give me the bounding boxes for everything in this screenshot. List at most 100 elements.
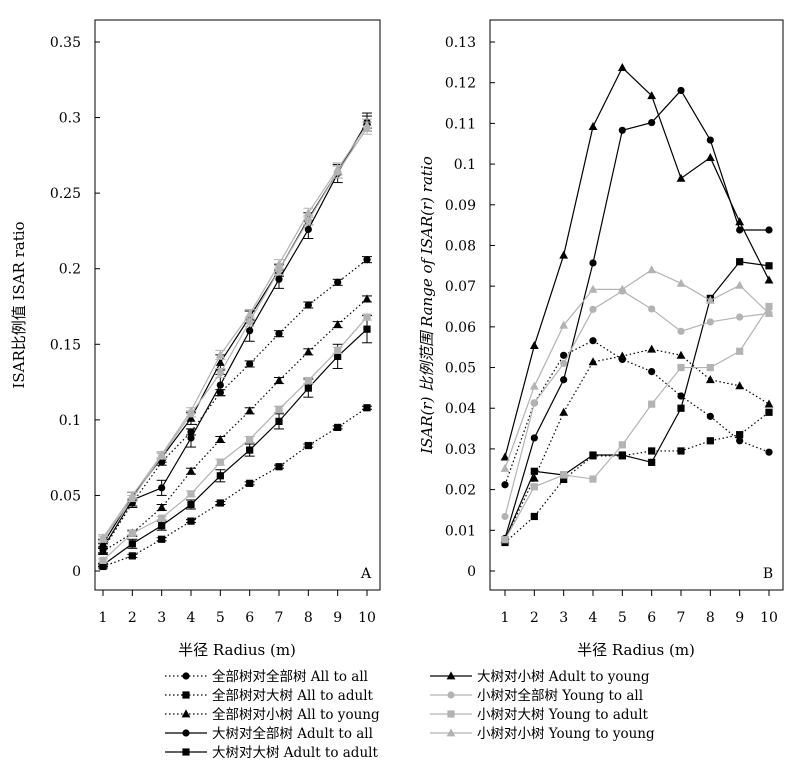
panel-a-series-line	[102, 127, 368, 540]
panel-b-series-line	[504, 339, 770, 485]
panel-b-data-point	[736, 258, 744, 266]
legend-label: 小树对小树 Young to young	[477, 726, 655, 742]
panel-a-data-point	[362, 294, 372, 303]
panel-a-data-point	[333, 320, 343, 329]
panel-a-y-axis: 0 0.05 0.1 0.15 0.2 0.25 0.3 0.35	[50, 35, 100, 580]
panel-b-series-2	[501, 408, 773, 547]
panel-b-data-point	[589, 305, 597, 313]
panel-b-x-tick-label: 4	[589, 610, 598, 626]
panel-a-data-point	[303, 347, 313, 356]
panel-b-series-8	[501, 302, 773, 544]
legend-entry: 全部树对小树 All to young	[165, 706, 380, 723]
panel-b-data-point	[560, 471, 568, 479]
panel-b-data-point	[736, 431, 744, 439]
panel-a-data-point	[128, 540, 136, 548]
panel-b-data-point	[648, 458, 656, 466]
panel-a-x-tick-label: 5	[216, 610, 225, 626]
legend-entry: 全部树对大树 All to adult	[165, 687, 374, 704]
panel-a-y-tick-label: 0.2	[59, 262, 81, 278]
panel-a-y-axis-title: ISAR比例值 ISAR ratio	[10, 221, 28, 388]
panel-b-data-point	[618, 126, 626, 134]
panel-a-y-tick-label: 0.1	[59, 413, 81, 429]
panel-a-x-axis: 1 2 3 4 5 6 7 8 9 10	[99, 590, 376, 626]
panel-a-data-point	[275, 330, 283, 338]
panel-a-data-point	[186, 413, 196, 422]
panel-a-data-point	[304, 441, 312, 450]
panel-a-data-point	[216, 369, 224, 377]
panel-a-data-point	[99, 556, 107, 565]
panel-b-data-point	[529, 473, 539, 482]
panel-a-data-point	[304, 225, 312, 234]
panel-b-series-4	[501, 86, 773, 543]
panel-b-x-tick-label: 9	[735, 610, 744, 626]
panel-b-data-point	[648, 118, 656, 127]
legend-label: 大树对大树 Adult to adult	[212, 745, 378, 761]
panel-a-series-5	[98, 315, 372, 569]
panel-b-frame	[489, 19, 784, 591]
panel-a-data-point	[245, 406, 255, 415]
panel-a-data-point	[303, 208, 313, 217]
panel-a-data-point	[275, 275, 283, 283]
panel-a-data-point	[216, 499, 224, 507]
panel-b-series-line	[504, 411, 770, 543]
panel-b-series-3	[500, 344, 774, 544]
panel-a-data-point	[215, 350, 225, 359]
panel-b-data-point	[501, 512, 509, 521]
panel-a-series-line	[102, 259, 368, 551]
panel-b-y-tick-label: 0.11	[445, 116, 476, 132]
legend-label: 全部树对全部树 All to all	[212, 668, 368, 685]
panel-a-data-point	[187, 517, 195, 525]
panel-a-series-line	[102, 298, 368, 552]
panel-b-series-line	[504, 290, 770, 517]
legend-entry: 小树对全部树 Young to all	[430, 687, 643, 704]
panel-b-x-tick-label: 2	[530, 610, 539, 626]
panel-b-series-line	[504, 89, 769, 539]
panel-a-data-point	[304, 301, 312, 309]
panel-b-label: B	[763, 566, 773, 582]
panel-a-data-point	[157, 450, 167, 459]
panel-b-data-point	[677, 447, 685, 455]
panel-b-x-tick-label: 10	[760, 610, 778, 626]
panel-a-series-6	[98, 115, 372, 549]
panel-a-data-point	[274, 259, 284, 268]
panel-a-series-line	[102, 124, 368, 539]
legend-entry: 小树对大树 Young to adult	[430, 707, 649, 723]
panel-b-data-point	[706, 363, 714, 372]
panel-b-data-point	[617, 284, 627, 293]
panel-b-data-point	[648, 447, 656, 455]
panel-a-x-tick-label: 2	[128, 610, 137, 626]
panel-b-y-tick-label: 0	[467, 564, 476, 580]
panel-b-data-point	[529, 340, 539, 349]
panel-b-y-tick-label: 0.12	[445, 76, 476, 92]
panel-a-y-tick-label: 0.05	[50, 488, 81, 504]
panel-a-x-tick-label: 8	[304, 610, 313, 626]
panel-b-series-6	[500, 63, 774, 461]
panel-a-y-tick-label: 0.15	[50, 337, 81, 353]
panel-b-y-tick-label: 0.05	[445, 361, 476, 377]
panel-b-data-point	[705, 375, 715, 384]
panel-a-data-point	[246, 360, 254, 368]
panel-b-data-point	[765, 408, 773, 416]
legend-entry: 大树对大树 Adult to adult	[165, 745, 378, 761]
panel-a-data-point	[304, 376, 312, 385]
legend-label: 小树对大树 Young to adult	[477, 707, 649, 723]
panel-b-data-point	[559, 407, 569, 416]
panel-b-y-tick-label: 0.01	[445, 523, 476, 539]
panel-b-y-tick-label: 0.04	[445, 401, 476, 417]
panel-b-x-tick-label: 3	[559, 610, 568, 626]
panel-b-data-point	[560, 376, 568, 384]
panel-b-data-point	[648, 400, 656, 408]
panel-a-y-tick-label: 0	[72, 564, 81, 580]
panel-b-y-tick-label: 0.02	[445, 483, 476, 499]
panel-b-chart: 0 0.01 0.02 0.03 0.04 0.05 0.06 0.07 0.08 0.09 0.1…	[418, 19, 784, 659]
panel-a-x-tick-label: 6	[245, 610, 254, 626]
panel-a-x-tick-label: 9	[333, 610, 342, 626]
panel-a-data-point	[363, 313, 371, 321]
panel-b-series-line	[504, 306, 770, 540]
panel-b-y-tick-label: 0.09	[445, 198, 476, 214]
panel-a-series-9	[98, 118, 372, 542]
panel-a-data-point	[128, 529, 136, 537]
panel-a-chart: 0 0.05 0.1 0.15 0.2 0.25 0.3 0.35 1 2 3 4 5 6 7 8 9 10 A…	[10, 19, 381, 659]
panel-b-data-point	[736, 313, 744, 321]
panel-b-data-point	[647, 265, 657, 274]
